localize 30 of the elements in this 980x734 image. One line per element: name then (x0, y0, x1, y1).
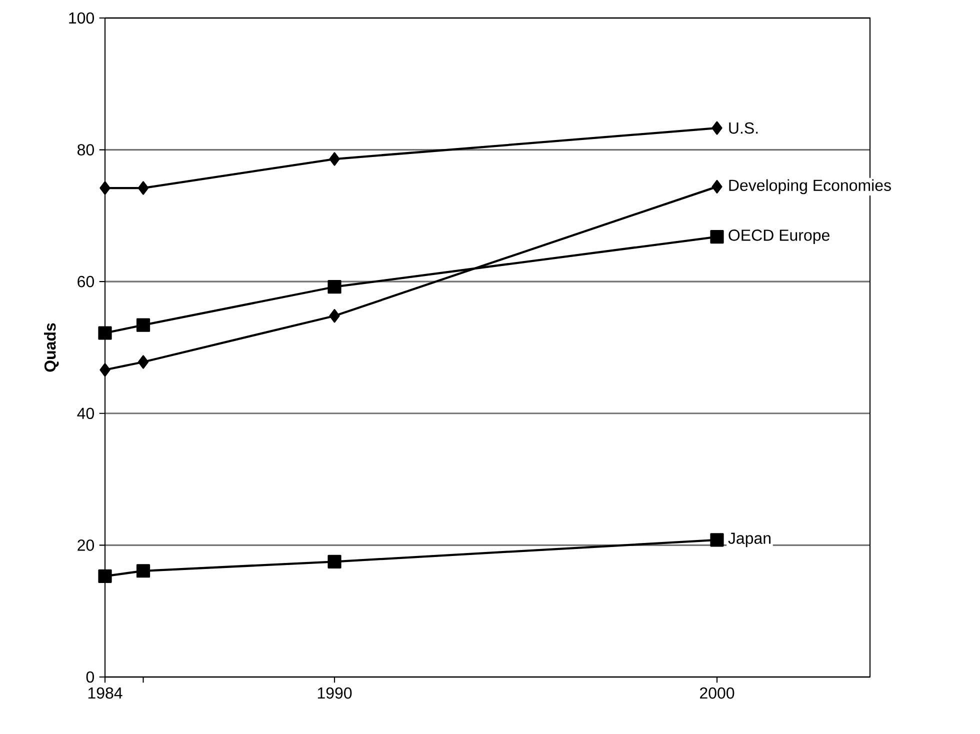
y-tick-label: 100 (69, 12, 94, 24)
y-axis-title: Quads (44, 323, 59, 372)
point (712, 180, 722, 194)
y-tick-label: 60 (78, 276, 94, 288)
series-label: Japan (728, 532, 770, 548)
point (710, 533, 724, 547)
point (100, 181, 110, 195)
point (98, 569, 112, 583)
point (138, 355, 149, 369)
y-tick-label: 40 (77, 408, 94, 420)
y-tick-label: 20 (78, 540, 94, 551)
point (328, 280, 342, 294)
point (329, 152, 340, 166)
point (136, 318, 150, 332)
point (710, 230, 724, 244)
x-tick-label: 1990 (318, 687, 352, 699)
series-label: U.S. (729, 122, 758, 134)
x-tick-label: 2000 (700, 687, 734, 699)
point (712, 121, 722, 135)
series-label: Developing Economies (729, 179, 891, 194)
y-tick-label: 80 (78, 144, 94, 156)
point (328, 554, 342, 568)
point (136, 564, 150, 578)
y-tick-label: 0 (86, 671, 94, 683)
point (98, 326, 112, 340)
series-label: OECD Europe (728, 230, 830, 244)
x-tick-label: 1984 (88, 687, 122, 699)
point (100, 363, 110, 377)
point (138, 181, 149, 195)
point (329, 309, 340, 323)
